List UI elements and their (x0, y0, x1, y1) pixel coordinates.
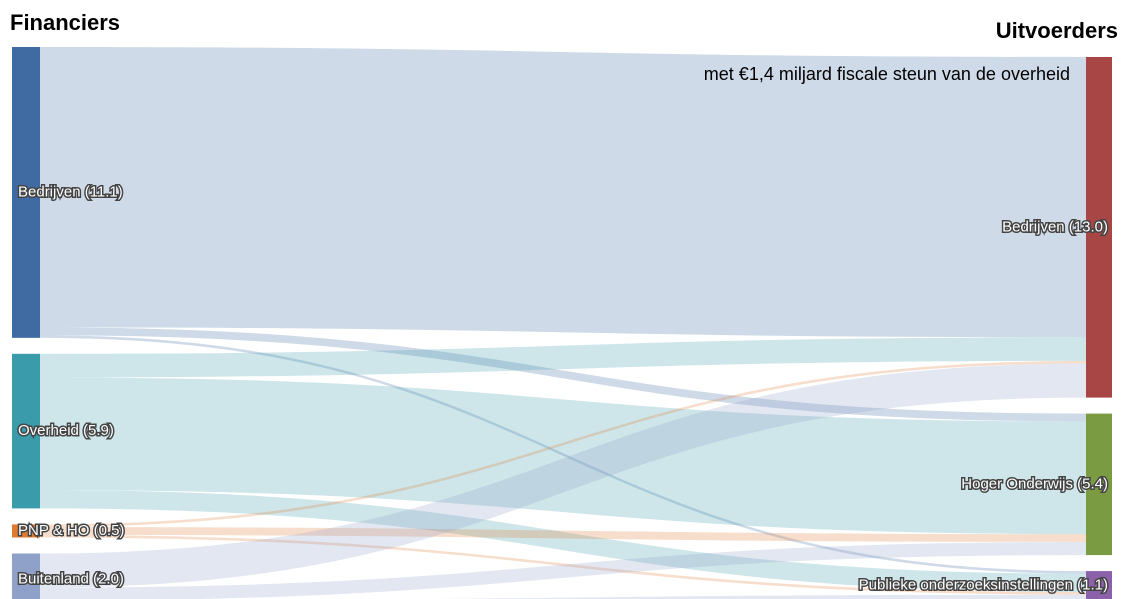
source-label: PNP & HO (0.5) (18, 522, 124, 539)
source-label: Buitenland (2.0) (18, 571, 124, 588)
target-label: Bedrijven (13.0) (1002, 218, 1108, 235)
target-node (1086, 57, 1112, 398)
target-node (1086, 413, 1112, 556)
right-title: Uitvoerders (996, 18, 1118, 43)
source-label: Overheid (5.9) (18, 422, 114, 439)
link (438, 594, 1086, 599)
link (40, 337, 1086, 378)
source-node (12, 47, 40, 338)
source-node (12, 553, 40, 599)
link (40, 47, 1086, 338)
annotation: met €1,4 miljard fiscale steun van de ov… (704, 64, 1070, 84)
links (40, 47, 1086, 599)
target-label: Publieke onderzoeksinstellingen (1.1) (859, 576, 1108, 593)
target-node (1086, 571, 1112, 599)
nodes: Bedrijven (11.1) Overheid (5.9) PNP & HO (… (12, 47, 1112, 599)
link (40, 541, 1086, 599)
link (40, 360, 1086, 528)
link (40, 490, 1086, 593)
left-title: Financiers (10, 10, 120, 35)
link (40, 335, 1086, 574)
link (40, 534, 1086, 595)
link (40, 527, 1086, 542)
source-label: Bedrijven (11.1) (18, 183, 123, 200)
link (40, 327, 1086, 422)
link (40, 363, 1086, 588)
source-node (12, 353, 40, 509)
source-node (12, 524, 40, 538)
link (40, 377, 1086, 535)
target-label: Hoger Onderwijs (5.4) (961, 475, 1108, 492)
